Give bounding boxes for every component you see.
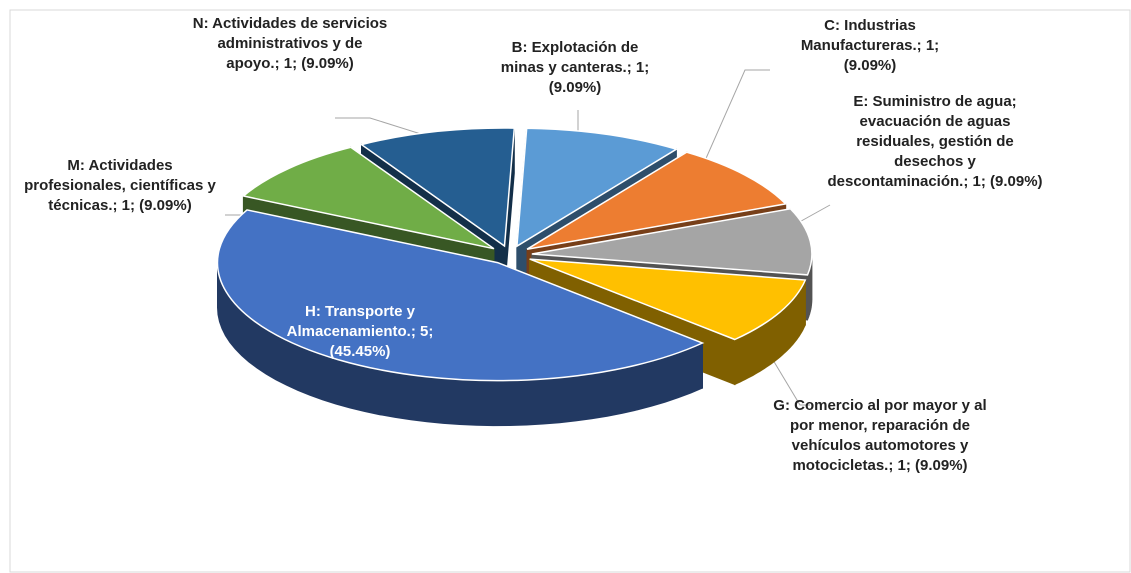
- slice: [216, 209, 705, 382]
- data-label: B: Explotación de minas y canteras.; 1; …: [500, 39, 650, 96]
- data-label: C: Industrias Manufactureras.; 1; (9.09%…: [800, 17, 940, 74]
- leader-line: [699, 69, 770, 173]
- data-label: E: Suministro de agua; evacuación de agu…: [827, 93, 1043, 190]
- leader-line: [335, 117, 441, 141]
- pie: [216, 127, 813, 427]
- data-label: G: Comercio al por mayor y al por menor,…: [773, 397, 987, 474]
- slice: [531, 207, 813, 276]
- slice: [526, 151, 788, 250]
- leader-line: [769, 354, 810, 406]
- data-label: H: Transporte y Almacenamiento.; 5; (45.…: [286, 303, 434, 360]
- data-label: M: Actividades profesionales, científica…: [24, 157, 216, 214]
- slice: [516, 127, 679, 248]
- data-label: N: Actividades de servicios administrati…: [192, 15, 388, 72]
- slice: [359, 127, 516, 248]
- chart-border: [9, 9, 1131, 573]
- slice: [529, 258, 807, 341]
- slice: [241, 146, 495, 250]
